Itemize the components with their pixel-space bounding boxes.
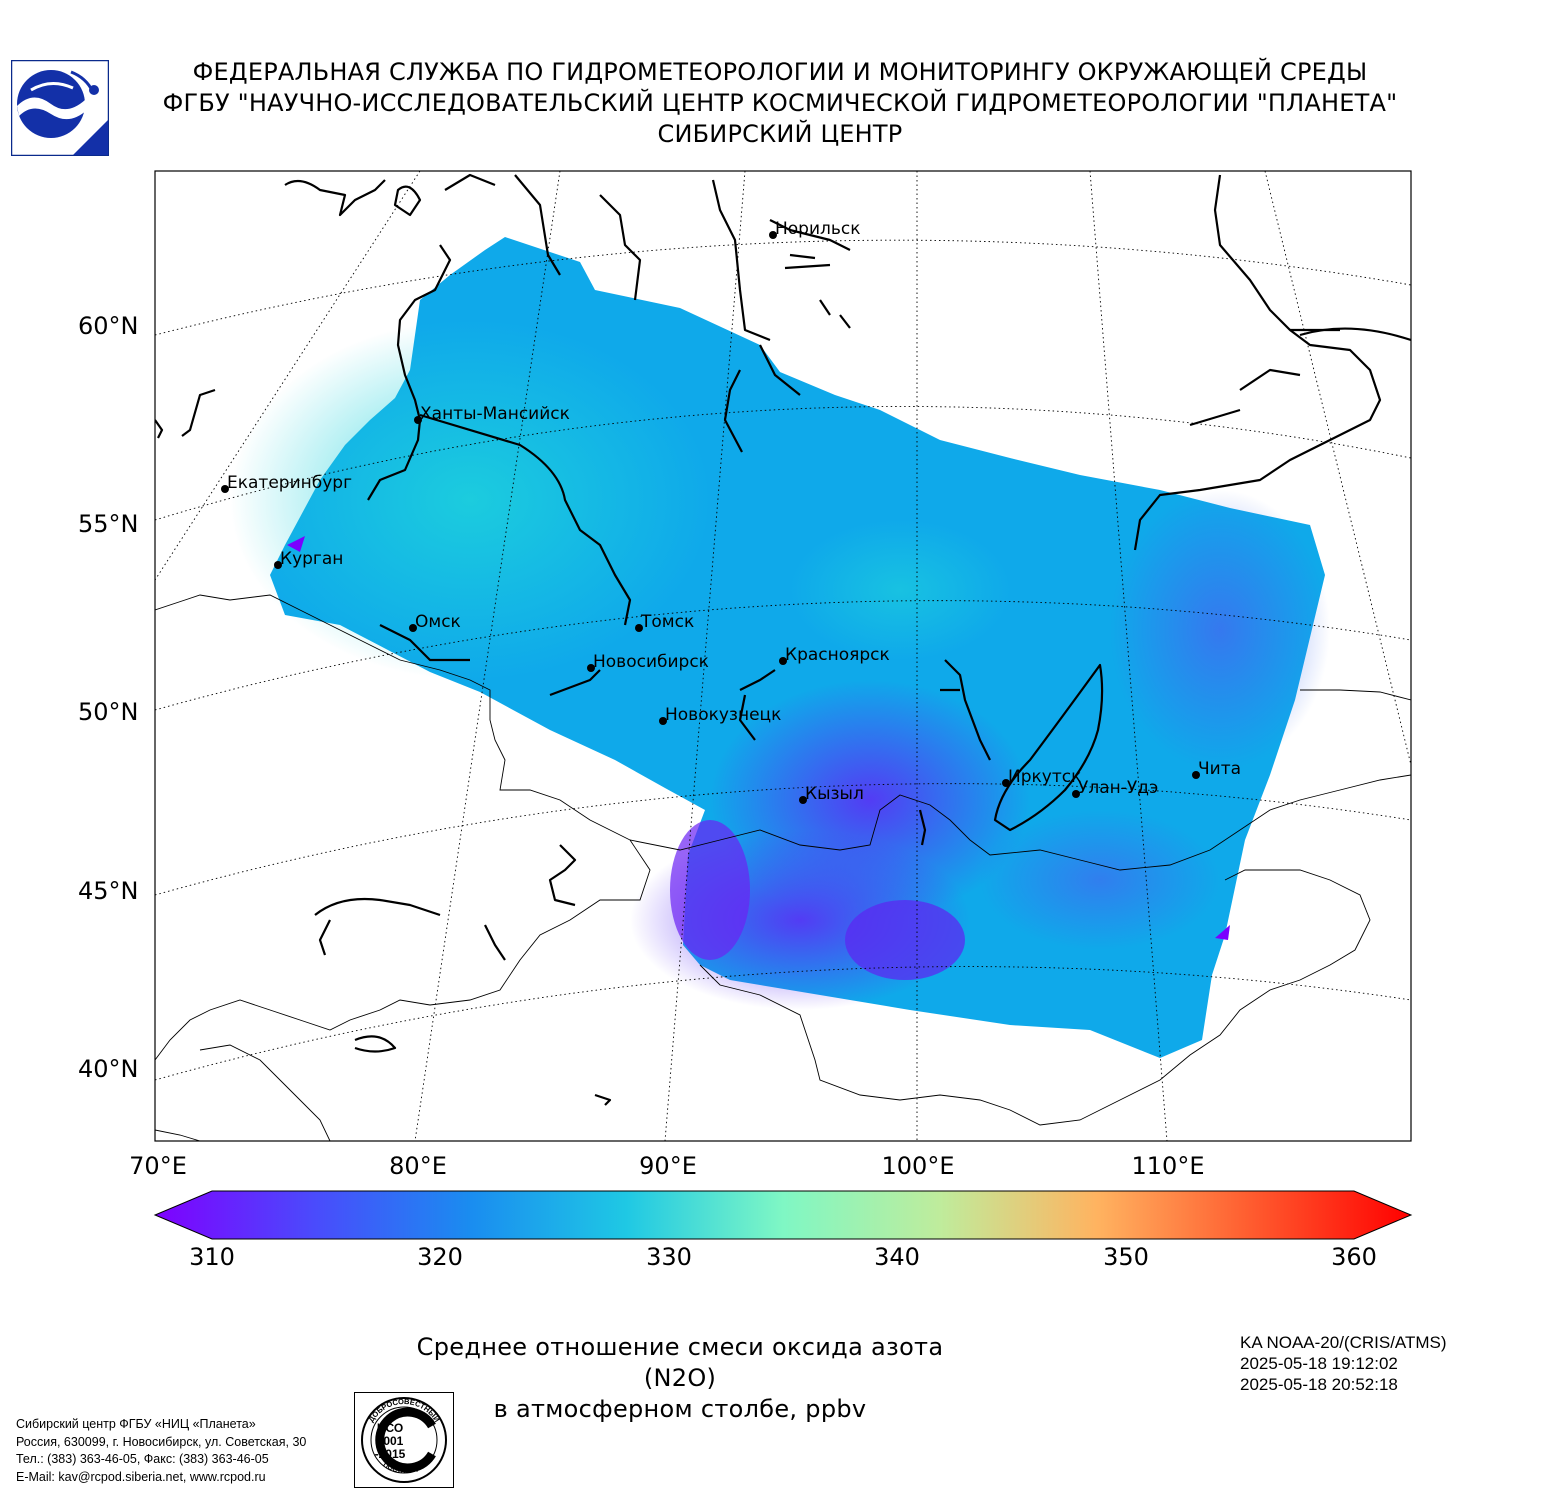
field-purple-area (845, 900, 965, 980)
city-label: Омск (415, 612, 461, 632)
n2o-map: Норильск Ханты-Мансийск Екатеринбург Курган… (153, 170, 1413, 1240)
footer-org: Сибирский центр ФГБУ «НИЦ «Планета» (16, 1417, 256, 1431)
satellite-end-time: 2025-05-18 20:52:18 (1240, 1375, 1398, 1394)
city-label: Екатеринбург (227, 473, 352, 493)
header-center: СИБИРСКИЙ ЦЕНТР (657, 120, 903, 148)
colorbar-tick-330: 330 (646, 1243, 692, 1271)
city-label: Новосибирск (593, 652, 709, 672)
lat-label-55n: 55°N (78, 510, 139, 538)
lat-label-40n: 40°N (78, 1055, 139, 1083)
city-marker (635, 624, 643, 632)
field-teal-area (790, 520, 1010, 660)
field-edge-cell (287, 536, 305, 552)
city-label: Красноярск (785, 645, 890, 665)
iso-line-1: ИСО (377, 1421, 403, 1435)
iso-line-3: -2015 (375, 1447, 406, 1461)
city-marker (1002, 779, 1010, 787)
colorbar-tick-340: 340 (874, 1243, 920, 1271)
city-marker (1192, 771, 1200, 779)
city-label: Томск (640, 612, 694, 632)
lat-label-45n: 45°N (78, 877, 139, 905)
field-purple-area (670, 820, 750, 960)
graticule-parallels (155, 239, 1411, 1081)
field-edge-cell (1215, 925, 1230, 940)
colorbar-tick-360: 360 (1331, 1243, 1377, 1271)
field-teal-area (230, 320, 710, 680)
field-blue-area (1110, 490, 1330, 770)
city-label: Чита (1198, 759, 1241, 779)
colorbar-tick-310: 310 (189, 1243, 235, 1271)
caption-line-1: Среднее отношение смеси оксида азота (N2… (416, 1333, 944, 1392)
country-borders (155, 594, 1411, 1141)
colorbar-tick-350: 350 (1103, 1243, 1149, 1271)
city-label: Курган (280, 549, 343, 569)
colorbar-tick-320: 320 (417, 1243, 463, 1271)
city-markers: Норильск Ханты-Мансийск Екатеринбург Курган… (221, 219, 1241, 804)
header-agency: ФЕДЕРАЛЬНАЯ СЛУЖБА ПО ГИДРОМЕТЕОРОЛОГИИ … (192, 58, 1368, 86)
footer-phone: Тел.: (383) 363-46-05, Факс: (383) 363-4… (16, 1452, 269, 1466)
roshydromet-logo (11, 60, 109, 156)
colorbar (153, 1190, 1413, 1240)
city-marker (769, 231, 777, 239)
field-blue-area (980, 810, 1220, 950)
city-marker (414, 416, 422, 424)
map-caption: Среднее отношение смеси оксида азота (N2… (380, 1332, 980, 1425)
city-label: Ханты-Мансийск (420, 404, 570, 424)
lat-label-60n: 60°N (78, 312, 139, 340)
iso-9001-stamp: ДОБРОСОВЕСТНЫЙ ПОСТАВЩИК ИСО 9001 -2015 (354, 1392, 454, 1488)
city-marker (221, 485, 229, 493)
lon-label-110e: 110°E (1131, 1152, 1205, 1180)
satellite-name: KA NOAA-20/(CRIS/ATMS) (1240, 1333, 1447, 1352)
footer-address: Россия, 630099, г. Новосибирск, ул. Сове… (16, 1434, 307, 1449)
city-marker (274, 561, 282, 569)
graticule-meridians (155, 171, 1411, 1141)
header-institute: ФГБУ "НАУЧНО-ИССЛЕДОВАТЕЛЬСКИЙ ЦЕНТР КОС… (162, 89, 1398, 117)
satellite-start-time: 2025-05-18 19:12:02 (1240, 1354, 1398, 1373)
lat-label-50n: 50°N (78, 698, 139, 726)
footer-email: E-Mail: kav@rcpod.siberia.net, www.rcpod… (16, 1469, 266, 1484)
city-label: Иркутск (1008, 767, 1081, 787)
city-marker (659, 717, 667, 725)
lon-label-100e: 100°E (881, 1152, 955, 1180)
coastlines-rivers (155, 173, 1411, 1106)
city-label: Норильск (775, 219, 861, 239)
satellite-info: KA NOAA-20/(CRIS/ATMS) 2025-05-18 19:12:… (1240, 1332, 1447, 1395)
city-marker (409, 624, 417, 632)
city-label: Новокузнецк (665, 705, 781, 725)
city-marker (587, 664, 595, 672)
lon-label-90e: 90°E (639, 1152, 697, 1180)
city-label: Улан-Удэ (1078, 778, 1158, 798)
map-frame (154, 170, 1412, 1142)
footer-contacts: Сибирский центр ФГБУ «НИЦ «Планета» Росс… (16, 1416, 306, 1486)
lon-label-70e: 70°E (129, 1152, 187, 1180)
city-marker (1072, 790, 1080, 798)
lon-label-80e: 80°E (389, 1152, 447, 1180)
city-marker (779, 657, 787, 665)
city-label: Кызыл (805, 784, 864, 804)
iso-line-2: 9001 (377, 1434, 404, 1448)
caption-line-2: в атмосферном столбе, ppbv (493, 1395, 867, 1423)
city-marker (799, 796, 807, 804)
